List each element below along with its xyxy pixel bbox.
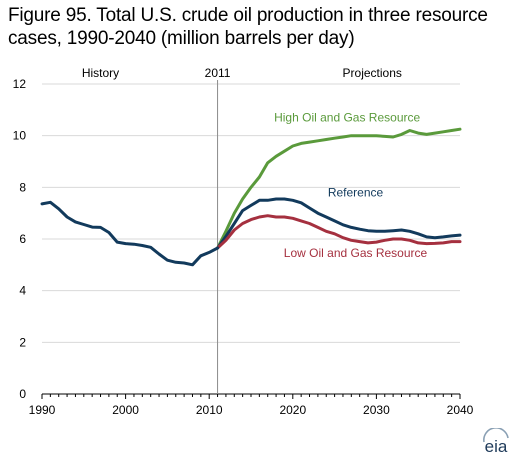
x-tick-label: 2000: [112, 403, 139, 417]
x-tick-label: 2020: [279, 403, 306, 417]
x-tick-label: 2040: [447, 403, 474, 417]
series-line-high-oil-and-gas-resource: [216, 127, 462, 250]
annotations: History 2011 Projections: [82, 66, 402, 80]
divider-year-annotation: 2011: [205, 66, 231, 80]
series-labels: High Oil and Gas Resource Reference Low Oi…: [274, 110, 427, 260]
series-line-low-oil-and-gas-resource: [216, 214, 462, 250]
y-tick-label: 8: [19, 180, 26, 194]
series-line-history: [40, 200, 220, 267]
chart-title: Figure 95. Total U.S. crude oil producti…: [8, 5, 488, 49]
series-lines: [40, 127, 462, 267]
y-tick-label: 10: [13, 129, 27, 143]
y-tick-label: 6: [19, 232, 26, 246]
eia-logo: eia: [483, 428, 509, 456]
y-tick-label: 4: [19, 284, 26, 298]
series-label-low-oil-and-gas-resource: Low Oil and Gas Resource: [284, 246, 428, 260]
eia-logo-arc: [483, 428, 509, 443]
series-label-reference: Reference: [328, 185, 384, 199]
projections-annotation: Projections: [343, 66, 402, 80]
x-tick-label: 2010: [196, 403, 223, 417]
x-tick-label: 1990: [29, 403, 56, 417]
y-tick-label: 0: [19, 387, 26, 401]
eia-logo-text: eia: [485, 437, 508, 456]
series-label-high-oil-and-gas-resource: High Oil and Gas Resource: [274, 110, 420, 124]
x-tick-label: 2030: [363, 403, 390, 417]
axes: 0 2 4 6 8 10 12 1990 2000 2010 2020 2030 2040: [13, 77, 474, 417]
series-line-reference: [216, 197, 462, 250]
y-tick-label: 12: [13, 77, 27, 91]
history-annotation: History: [82, 66, 119, 80]
y-tick-label: 2: [19, 335, 26, 349]
